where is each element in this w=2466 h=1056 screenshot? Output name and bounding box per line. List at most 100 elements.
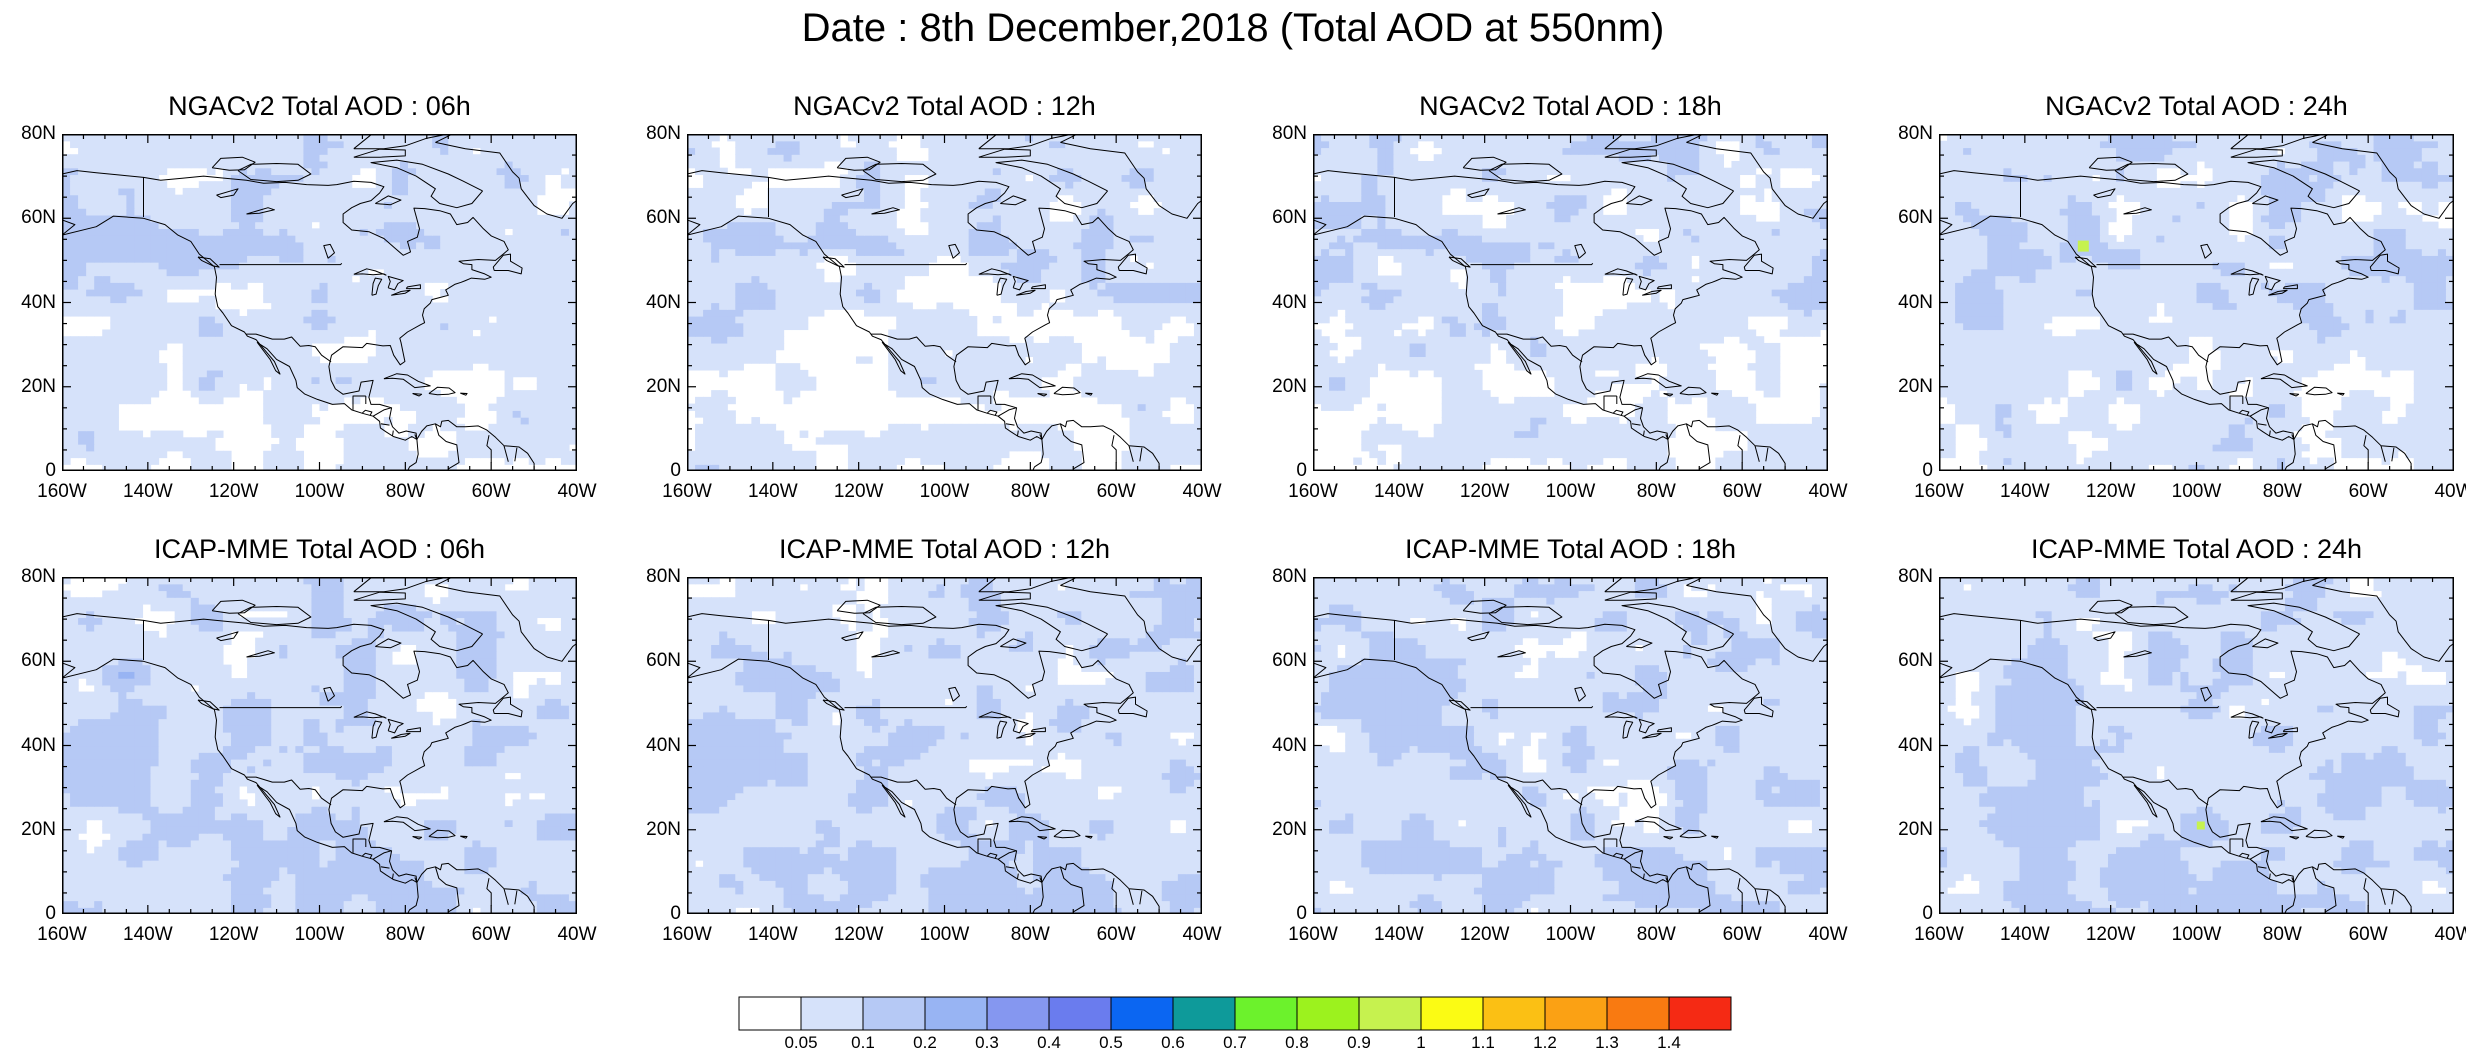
- panel-icap-18h: ICAP-MME Total AOD : 18h 0 20N 40N 60N 80N 16…: [1272, 534, 1847, 945]
- aod-field: [1313, 134, 1828, 471]
- aod-map: [687, 134, 1202, 471]
- colorbar-label: 0.3: [962, 1033, 1012, 1053]
- colorbar-swatch: [1048, 996, 1112, 1031]
- colorbar-label: 0.6: [1148, 1033, 1198, 1053]
- ticks: [62, 134, 577, 471]
- colorbar-label: 0.9: [1334, 1033, 1384, 1053]
- x-tick-label: 160W: [1278, 481, 1348, 503]
- y-tick-label: 40N: [625, 735, 681, 757]
- y-tick-label: 0: [1877, 903, 1933, 925]
- ticks: [687, 577, 1202, 914]
- panel-title: ICAP-MME Total AOD : 24h: [1899, 533, 2466, 565]
- aod-map: [1313, 134, 1828, 471]
- y-tick-label: 60N: [625, 207, 681, 229]
- aod-map: [62, 134, 577, 471]
- x-tick-label: 40W: [1167, 924, 1237, 946]
- panel-icap-12h: ICAP-MME Total AOD : 12h 0 20N 40N 60N 80N 16…: [646, 534, 1221, 945]
- x-tick-label: 120W: [824, 481, 894, 503]
- panel-title: NGACv2 Total AOD : 06h: [22, 90, 617, 122]
- y-tick-label: 20N: [0, 376, 56, 398]
- y-tick-label: 20N: [1251, 376, 1307, 398]
- colorbar-swatch: [1296, 996, 1360, 1031]
- coastlines: [687, 134, 1202, 471]
- colorbar-label: 1.1: [1458, 1033, 1508, 1053]
- ticks: [62, 577, 577, 914]
- y-tick-label: 0: [0, 460, 56, 482]
- x-tick-label: 140W: [113, 924, 183, 946]
- y-tick-label: 0: [625, 903, 681, 925]
- coastlines: [1939, 577, 2454, 914]
- x-tick-label: 160W: [1904, 481, 1974, 503]
- x-tick-label: 160W: [1278, 924, 1348, 946]
- x-tick-label: 60W: [456, 481, 526, 503]
- x-tick-label: 80W: [995, 481, 1065, 503]
- y-tick-label: 80N: [625, 566, 681, 588]
- y-tick-label: 40N: [1877, 735, 1933, 757]
- colorbar-swatch: [924, 996, 988, 1031]
- x-tick-label: 120W: [824, 924, 894, 946]
- colorbar-swatch: [1172, 996, 1236, 1031]
- x-tick-label: 160W: [27, 924, 97, 946]
- colorbar-label: 0.1: [838, 1033, 888, 1053]
- aod-field: [1939, 577, 2454, 914]
- ticks: [1313, 134, 1828, 471]
- x-tick-label: 100W: [2162, 924, 2232, 946]
- x-tick-label: 80W: [1621, 481, 1691, 503]
- x-tick-label: 120W: [199, 481, 269, 503]
- x-tick-label: 60W: [1081, 481, 1151, 503]
- aod-hotspot: [2077, 240, 2089, 252]
- colorbar-label: 0.8: [1272, 1033, 1322, 1053]
- y-tick-label: 80N: [625, 123, 681, 145]
- y-tick-label: 60N: [0, 207, 56, 229]
- colorbar-label: 1.4: [1644, 1033, 1694, 1053]
- x-tick-label: 140W: [1990, 924, 2060, 946]
- y-tick-label: 60N: [1877, 207, 1933, 229]
- y-tick-label: 60N: [1251, 650, 1307, 672]
- x-tick-label: 140W: [1990, 481, 2060, 503]
- x-tick-label: 60W: [2333, 924, 2403, 946]
- y-tick-label: 0: [1877, 460, 1933, 482]
- colorbar-label: 0.5: [1086, 1033, 1136, 1053]
- colorbar-swatch: [1544, 996, 1608, 1031]
- y-tick-label: 20N: [0, 819, 56, 841]
- x-tick-label: 80W: [2247, 924, 2317, 946]
- aod-map: [62, 577, 577, 914]
- y-tick-label: 60N: [0, 650, 56, 672]
- y-tick-label: 40N: [0, 735, 56, 757]
- panel-ngac-24h: NGACv2 Total AOD : 24h 0 20N 40N 60N 80N 160W…: [1898, 91, 2466, 502]
- x-tick-label: 140W: [738, 924, 808, 946]
- y-tick-label: 0: [0, 903, 56, 925]
- y-tick-label: 20N: [625, 376, 681, 398]
- colorbar-swatch: [1358, 996, 1422, 1031]
- coastlines: [62, 577, 577, 914]
- aod-map: [687, 577, 1202, 914]
- y-tick-label: 40N: [1877, 292, 1933, 314]
- aod-map: [1939, 577, 2454, 914]
- aod-map: [1939, 134, 2454, 471]
- colorbar-label: 1.3: [1582, 1033, 1632, 1053]
- x-tick-label: 140W: [738, 481, 808, 503]
- colorbar-swatch: [986, 996, 1050, 1031]
- x-tick-label: 100W: [910, 481, 980, 503]
- panel-title: NGACv2 Total AOD : 18h: [1273, 90, 1868, 122]
- x-tick-label: 80W: [995, 924, 1065, 946]
- aod-field: [62, 577, 577, 914]
- x-tick-label: 40W: [1793, 924, 1863, 946]
- y-tick-label: 20N: [1877, 376, 1933, 398]
- y-tick-label: 40N: [0, 292, 56, 314]
- ticks: [1939, 577, 2454, 914]
- colorbar-swatch: [1606, 996, 1670, 1031]
- colorbar-swatch: [1420, 996, 1484, 1031]
- panel-title: NGACv2 Total AOD : 12h: [647, 90, 1242, 122]
- x-tick-label: 140W: [1364, 481, 1434, 503]
- x-tick-label: 60W: [2333, 481, 2403, 503]
- colorbar-label: 1: [1396, 1033, 1446, 1053]
- x-tick-label: 160W: [1904, 924, 1974, 946]
- y-tick-label: 40N: [625, 292, 681, 314]
- panel-title: ICAP-MME Total AOD : 06h: [22, 533, 617, 565]
- aod-field: [1313, 577, 1828, 914]
- y-tick-label: 60N: [1251, 207, 1307, 229]
- aod-field: [687, 577, 1202, 914]
- colorbar-label: 0.2: [900, 1033, 950, 1053]
- panel-ngac-18h: NGACv2 Total AOD : 18h 0 20N 40N 60N 80N 160W…: [1272, 91, 1847, 502]
